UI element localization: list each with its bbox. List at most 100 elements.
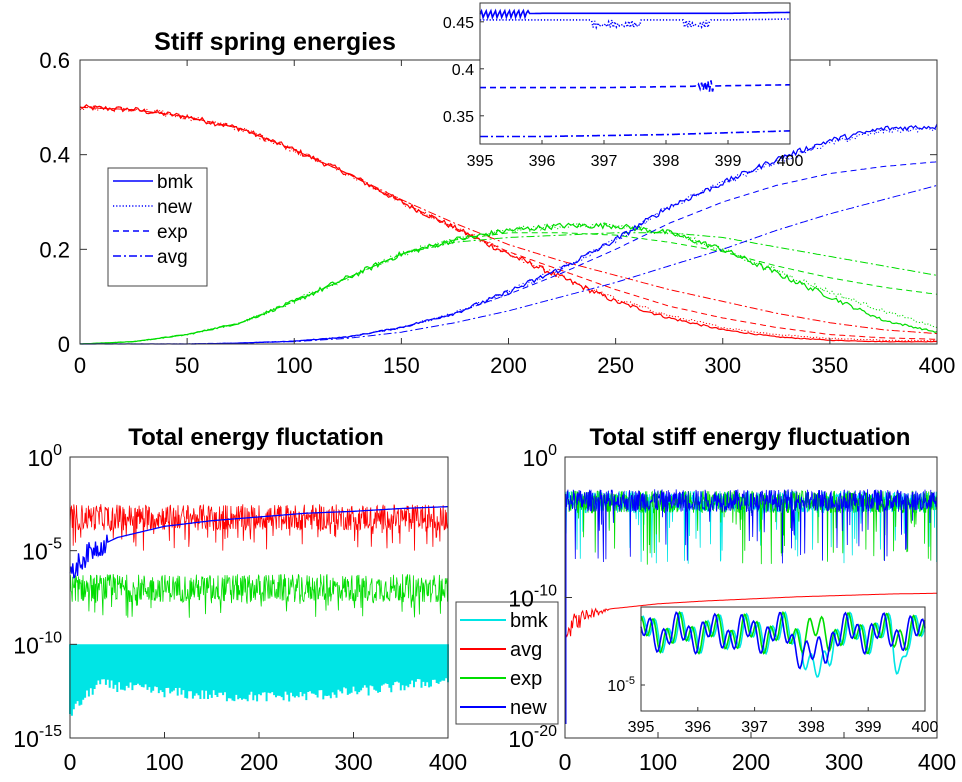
bl-chart-title: Total energy fluctation xyxy=(128,424,384,451)
top-x-tick-label: 100 xyxy=(276,353,313,378)
br-inset-series-new xyxy=(640,611,926,670)
br-y-tick-label: 10-10 xyxy=(508,583,557,612)
top-x-ticks: 0 50 100 150 200 250 300 350 400 xyxy=(74,60,955,378)
br-inset-x-ticks: 395 396 397 398 399 400 xyxy=(628,707,939,736)
top-series-spring3-avg xyxy=(80,184,938,345)
br-x-tick-label: 0 xyxy=(559,749,572,775)
top-x-tick-label: 350 xyxy=(812,353,849,378)
bl-y-tick-label: 10-15 xyxy=(13,723,62,752)
top-inset-y-tick-label: 0.45 xyxy=(443,15,474,32)
top-x-tick-label: 150 xyxy=(383,353,420,378)
stiff-spring-energies-chart: Stiff spring energies 0 50 100 150 200 250 300… xyxy=(39,2,955,378)
bl-legend-label-avg: avg xyxy=(510,639,542,661)
bl-x-ticks: 0 100 200 300 400 xyxy=(64,732,467,775)
top-x-tick-label: 0 xyxy=(74,353,86,378)
top-inset-axes-box xyxy=(479,2,791,145)
top-inset-x-tick-label: 397 xyxy=(591,153,618,170)
bl-series-exp xyxy=(69,573,449,618)
br-y-tick-label: 10-20 xyxy=(508,723,557,752)
top-x-tick-label: 200 xyxy=(490,353,527,378)
bl-legend-box xyxy=(455,601,559,725)
top-series-spring3-bmk xyxy=(79,123,938,345)
br-plot-area xyxy=(564,489,938,724)
top-inset-x-tick-label: 398 xyxy=(653,153,680,170)
top-inset-series-new xyxy=(480,18,790,31)
top-legend-label-avg: avg xyxy=(157,247,188,268)
top-chart-title: Stiff spring energies xyxy=(154,28,396,56)
br-series-new xyxy=(564,489,938,564)
top-inset-x-tick-label: 395 xyxy=(467,153,494,170)
bl-y-tick-label: 10-5 xyxy=(22,536,62,565)
br-inset-x-tick-label: 399 xyxy=(855,719,882,736)
top-inset-x-tick-label: 400 xyxy=(777,153,804,170)
top-legend-label-new: new xyxy=(157,197,192,218)
br-inset-x-tick-label: 398 xyxy=(798,719,825,736)
br-inset-series-bmk xyxy=(640,611,926,678)
br-series-avg xyxy=(564,592,937,645)
top-x-tick-label: 400 xyxy=(919,353,956,378)
top-legend-label-exp: exp xyxy=(157,222,188,243)
top-series-spring1-avg xyxy=(79,106,938,335)
br-y-ticks: 100 10-10 10-20 xyxy=(508,442,572,752)
br-inset-series-exp xyxy=(640,610,926,655)
top-inset-series-avg xyxy=(480,130,791,138)
top-y-tick-label: 0.6 xyxy=(39,48,70,73)
bl-x-tick-label: 300 xyxy=(334,749,372,775)
top-series-spring3-new xyxy=(80,125,938,345)
br-y-tick-label: 100 xyxy=(523,442,558,471)
bl-legend-label-new: new xyxy=(510,697,547,719)
top-series-spring2-avg xyxy=(79,232,938,345)
br-inset-x-tick-label: 396 xyxy=(684,719,711,736)
total-stiff-energy-fluctuation-chart: Total stiff energy fluctuation 0 100 200 30… xyxy=(508,424,956,775)
bl-x-tick-label: 100 xyxy=(145,749,183,775)
bl-legend-label-bmk: bmk xyxy=(510,610,549,632)
br-inset-y-ticks: 10-5 xyxy=(607,675,645,695)
br-inset-x-tick-label: 395 xyxy=(628,719,655,736)
bl-plot-area xyxy=(69,504,449,716)
br-inset-plot-area xyxy=(640,610,926,678)
bl-series-bmk xyxy=(69,644,449,716)
bl-series-new xyxy=(69,505,449,579)
top-inset-bg xyxy=(480,3,790,144)
top-series-spring2-new xyxy=(79,222,938,345)
top-series-spring3-exp xyxy=(80,161,938,345)
br-x-tick-label: 200 xyxy=(732,749,770,775)
top-x-tick-label: 300 xyxy=(704,353,741,378)
top-x-tick-label: 250 xyxy=(597,353,634,378)
total-energy-fluctation-chart: Total energy fluctation 0 100 200 300 400 10… xyxy=(13,424,559,775)
top-inset-y-tick-label: 0.4 xyxy=(452,62,474,79)
bl-y-ticks: 100 10-5 10-10 10-15 xyxy=(13,442,77,752)
top-x-tick-label: 50 xyxy=(175,353,199,378)
bl-y-tick-label: 100 xyxy=(28,442,63,471)
top-inset-plot-area xyxy=(479,8,791,138)
bl-legend-label-exp: exp xyxy=(510,668,542,690)
br-inset-y-tick-label: 10-5 xyxy=(607,675,635,695)
top-y-tick-label: 0.2 xyxy=(39,237,70,262)
top-y-tick-label: 0.4 xyxy=(39,143,70,168)
bl-series-avg xyxy=(69,504,449,551)
top-legend-label-bmk: bmk xyxy=(157,172,193,193)
bl-x-tick-label: 400 xyxy=(429,749,467,775)
top-inset-x-ticks: 395 396 397 398 399 400 xyxy=(467,140,804,170)
top-inset: 395 396 397 398 399 400 0.35 0.4 0.45 xyxy=(443,2,804,170)
bl-x-tick-label: 200 xyxy=(240,749,278,775)
top-inset-y-ticks: 0.35 0.4 0.45 xyxy=(443,15,484,126)
top-inset-y-tick-label: 0.35 xyxy=(443,109,474,126)
top-series-spring2-exp xyxy=(79,232,938,345)
br-inset: 395 396 397 398 399 400 10-5 xyxy=(607,606,939,736)
top-inset-x-tick-label: 399 xyxy=(715,153,742,170)
bl-legend: bmk avg exp new xyxy=(455,601,559,725)
top-series-spring2-bmk xyxy=(80,222,938,345)
top-legend: bmk new exp avg xyxy=(107,167,208,287)
top-series-spring1-new xyxy=(79,104,938,342)
top-y-tick-label: 0 xyxy=(58,332,70,357)
br-x-tick-label: 100 xyxy=(639,749,677,775)
top-plot-area xyxy=(79,103,938,345)
top-inset-series-exp xyxy=(480,80,790,92)
bl-y-tick-label: 10-10 xyxy=(13,629,62,658)
br-inset-x-tick-label: 400 xyxy=(912,719,939,736)
top-y-ticks: 0 0.2 0.4 0.6 xyxy=(39,48,937,357)
br-x-ticks: 0 100 200 300 400 xyxy=(559,732,956,775)
top-inset-x-tick-label: 396 xyxy=(529,153,556,170)
